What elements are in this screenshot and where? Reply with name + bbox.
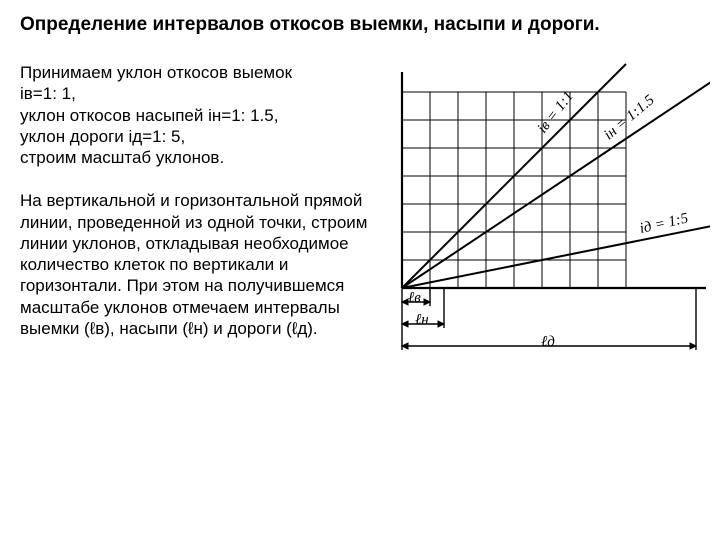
paragraph-1: Принимаем уклон откосов выемок iв=1: 1, … — [20, 62, 390, 168]
p1-line1: Принимаем уклон откосов выемок — [20, 62, 390, 83]
page-title: Определение интервалов откосов выемки, н… — [20, 14, 700, 36]
text-column: Принимаем уклон откосов выемок iв=1: 1, … — [20, 62, 390, 482]
diagram: iв = 1:1 iн = 1:1.5 iд = 1:5 ℓв ℓн ℓд — [390, 62, 700, 482]
p1-line3: уклон откосов насыпей iн=1: 1.5, — [20, 105, 390, 126]
content-row: Принимаем уклон откосов выемок iв=1: 1, … — [20, 62, 700, 482]
p1-line4: уклон дороги iд=1: 5, — [20, 126, 390, 147]
p1-line2: iв=1: 1, — [20, 83, 390, 104]
p1-line5: строим масштаб уклонов. — [20, 147, 390, 168]
label-ln: ℓн — [415, 312, 429, 329]
label-ld: ℓд — [541, 334, 555, 351]
label-lv: ℓв — [408, 290, 421, 307]
paragraph-2: На вертикальной и горизонтальной прямой … — [20, 190, 390, 339]
